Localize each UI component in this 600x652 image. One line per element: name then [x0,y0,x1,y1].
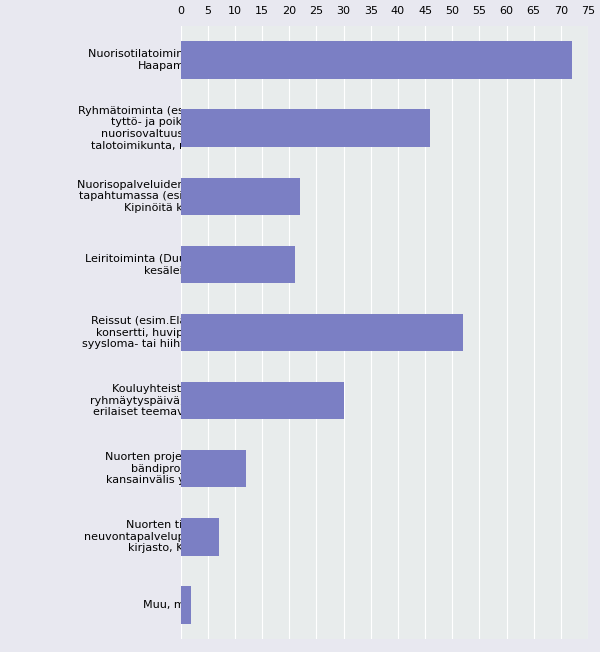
Text: Ryhmätoiminta (esim. Duunirinki,
tyttö- ja poikaryhmät,
nuorisovaltuusto, Kipinä: Ryhmätoiminta (esim. Duunirinki, tyttö- … [78,106,266,151]
Text: Nuorisopalveluiden järjestämässä
tapahtumassa (esim. Lions Party,
Kipinöitä kesä: Nuorisopalveluiden järjestämässä tapahtu… [77,180,266,213]
Text: Nuorten tieto- ja
neuvontapalvelupiste (Keuruun
kirjasto, Kipinä): Nuorten tieto- ja neuvontapalvelupiste (… [84,520,260,554]
Bar [181,110,430,147]
Bar [181,246,295,283]
Bar [181,586,191,623]
Text: Leiritoiminta (Duunileiri, lasten
kesäleirit): Leiritoiminta (Duunileiri, lasten kesäle… [85,254,259,275]
Bar [181,518,218,556]
Text: Muu, mikä: Muu, mikä [143,600,201,610]
Text: Reissut (esim.Elämä Lapselle
konsertti, huvipuistoreissu,
syysloma- tai hiihtolo: Reissut (esim.Elämä Lapselle konsertti, … [82,316,261,349]
Text: Nuorten projektit (esim.
bändiprojektit,
kansainvälis yysryhmä): Nuorten projektit (esim. bändiprojektit,… [105,452,239,485]
Text: Nuorisotilatoiminta (Keuruu ja
Haapamäki): Nuorisotilatoiminta (Keuruu ja Haapamäki… [88,50,256,71]
Bar [181,177,300,215]
Bar [181,41,572,79]
Text: Kouluyhteistyö (esim.
ryhmäytyspäivä, mediapajat,
erilaiset teemaviikot/päivät): Kouluyhteistyö (esim. ryhmäytyspäivä, me… [90,384,254,417]
Bar [181,450,246,488]
Bar [181,382,344,419]
Bar [181,314,463,351]
